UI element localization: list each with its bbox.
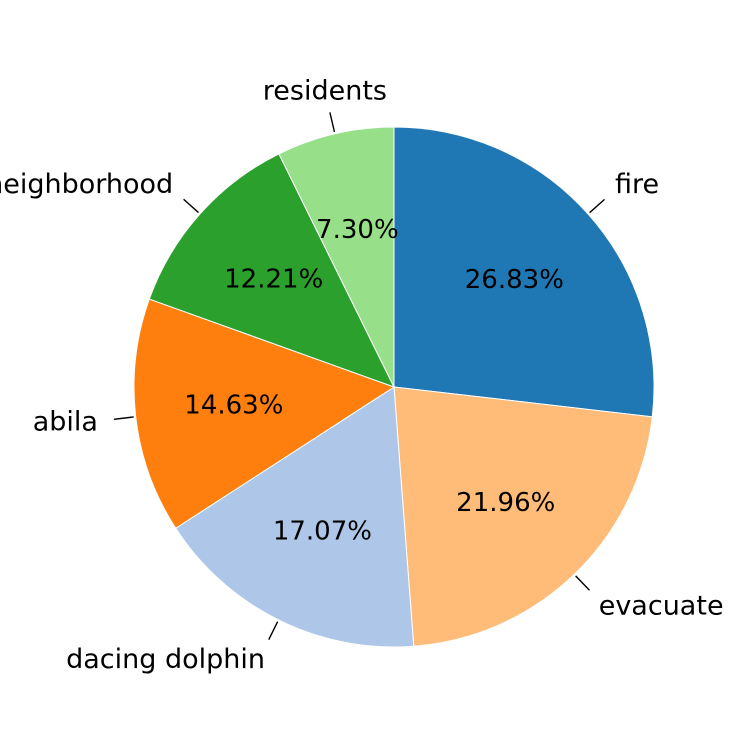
percent-label-neighborhood: 12.21%: [224, 265, 323, 295]
slice-abila[interactable]: [133, 298, 396, 529]
slice-neighborhood[interactable]: [148, 153, 395, 388]
leader-line-neighborhood: [183, 198, 199, 214]
percent-label-fire: 26.83%: [465, 265, 564, 295]
category-label-fire: fire: [615, 169, 659, 200]
category-label-neighborhood: neighborhood: [0, 169, 173, 200]
leader-line-dacing-dolphin: [268, 621, 279, 640]
percent-label-dacing-dolphin: 17.07%: [273, 516, 372, 546]
percent-label-abila: 14.63%: [184, 390, 283, 420]
slices-layer: [133, 126, 655, 648]
leader-line-residents: [329, 112, 336, 133]
leader-line-evacuate: [575, 575, 590, 591]
percent-label-evacuate: 21.96%: [456, 488, 555, 518]
leader-line-abila: [113, 416, 134, 420]
leader-lines-layer: [113, 112, 605, 640]
leader-line-fire: [589, 198, 605, 214]
percent-label-residents: 7.30%: [316, 215, 399, 245]
slice-dacing-dolphin[interactable]: [175, 386, 415, 648]
slice-evacuate[interactable]: [393, 386, 653, 647]
category-label-dacing-dolphin: dacing dolphin: [66, 644, 265, 675]
category-label-evacuate: evacuate: [599, 591, 724, 622]
labels-layer: 26.83% fire 21.96% evacuate 17.07% dacing dol…: [0, 75, 724, 674]
category-label-residents: residents: [263, 75, 387, 106]
category-label-abila: abila: [33, 406, 98, 437]
slice-fire[interactable]: [393, 126, 655, 418]
slice-residents[interactable]: [278, 126, 395, 388]
